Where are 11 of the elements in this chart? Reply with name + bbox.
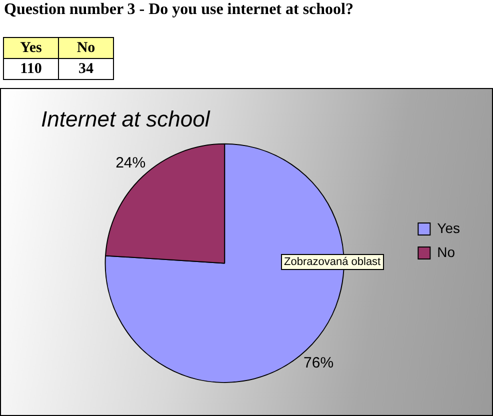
data-label: 24%	[116, 154, 146, 172]
data-label: 76%	[304, 354, 334, 372]
legend-label: Yes	[437, 220, 460, 236]
category-label: No	[76, 40, 96, 56]
legend-label: No	[437, 244, 456, 260]
text: 110	[4, 58, 58, 80]
text: 34	[58, 58, 114, 80]
category-label: Yes	[20, 40, 42, 56]
chart-subtitle: Question number 3 - Do you use internet at school?	[4, 1, 354, 19]
chart-title: Internet at school	[41, 106, 211, 132]
text: Zobrazovaná oblast	[281, 254, 384, 270]
